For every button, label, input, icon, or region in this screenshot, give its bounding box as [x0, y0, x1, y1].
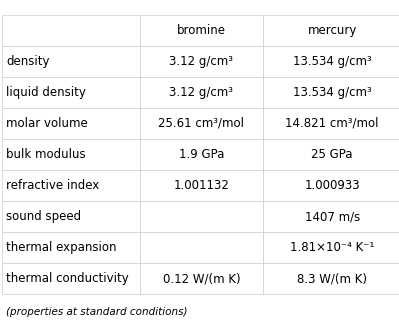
- Text: 14.821 cm³/mol: 14.821 cm³/mol: [285, 117, 379, 130]
- Bar: [140, 201, 263, 232]
- Text: bulk modulus: bulk modulus: [6, 148, 86, 161]
- Text: 25 GPa: 25 GPa: [311, 148, 353, 161]
- Bar: [140, 108, 263, 139]
- Bar: [140, 170, 263, 201]
- Bar: [140, 263, 263, 294]
- Text: 3.12 g/cm³: 3.12 g/cm³: [170, 86, 233, 99]
- Text: 0.12 W/(m K): 0.12 W/(m K): [163, 272, 240, 285]
- Text: mercury: mercury: [308, 24, 357, 37]
- Text: molar volume: molar volume: [6, 117, 88, 130]
- Bar: [263, 46, 399, 77]
- Bar: [263, 232, 399, 263]
- Bar: [2, 232, 140, 263]
- Bar: [263, 263, 399, 294]
- Text: 1407 m/s: 1407 m/s: [304, 210, 360, 223]
- Text: 1.001132: 1.001132: [174, 179, 229, 192]
- Text: 1.000933: 1.000933: [304, 179, 360, 192]
- Text: thermal expansion: thermal expansion: [6, 241, 117, 254]
- Text: 1.9 GPa: 1.9 GPa: [179, 148, 224, 161]
- Text: thermal conductivity: thermal conductivity: [6, 272, 129, 285]
- Bar: [140, 139, 263, 170]
- Text: density: density: [6, 55, 49, 68]
- Bar: [2, 201, 140, 232]
- Text: bromine: bromine: [177, 24, 226, 37]
- Bar: [140, 15, 263, 46]
- Bar: [263, 170, 399, 201]
- Bar: [140, 46, 263, 77]
- Bar: [263, 108, 399, 139]
- Text: 1.81×10⁻⁴ K⁻¹: 1.81×10⁻⁴ K⁻¹: [290, 241, 374, 254]
- Bar: [263, 77, 399, 108]
- Bar: [2, 15, 140, 46]
- Text: sound speed: sound speed: [6, 210, 81, 223]
- Text: 25.61 cm³/mol: 25.61 cm³/mol: [158, 117, 245, 130]
- Text: 3.12 g/cm³: 3.12 g/cm³: [170, 55, 233, 68]
- Text: liquid density: liquid density: [6, 86, 86, 99]
- Text: refractive index: refractive index: [6, 179, 99, 192]
- Bar: [2, 77, 140, 108]
- Text: 8.3 W/(m K): 8.3 W/(m K): [297, 272, 367, 285]
- Text: (properties at standard conditions): (properties at standard conditions): [6, 307, 188, 317]
- Bar: [2, 170, 140, 201]
- Bar: [2, 46, 140, 77]
- Bar: [2, 263, 140, 294]
- Bar: [263, 139, 399, 170]
- Text: 13.534 g/cm³: 13.534 g/cm³: [293, 55, 371, 68]
- Bar: [2, 108, 140, 139]
- Bar: [263, 201, 399, 232]
- Bar: [263, 15, 399, 46]
- Bar: [140, 232, 263, 263]
- Text: 13.534 g/cm³: 13.534 g/cm³: [293, 86, 371, 99]
- Bar: [140, 77, 263, 108]
- Bar: [2, 139, 140, 170]
